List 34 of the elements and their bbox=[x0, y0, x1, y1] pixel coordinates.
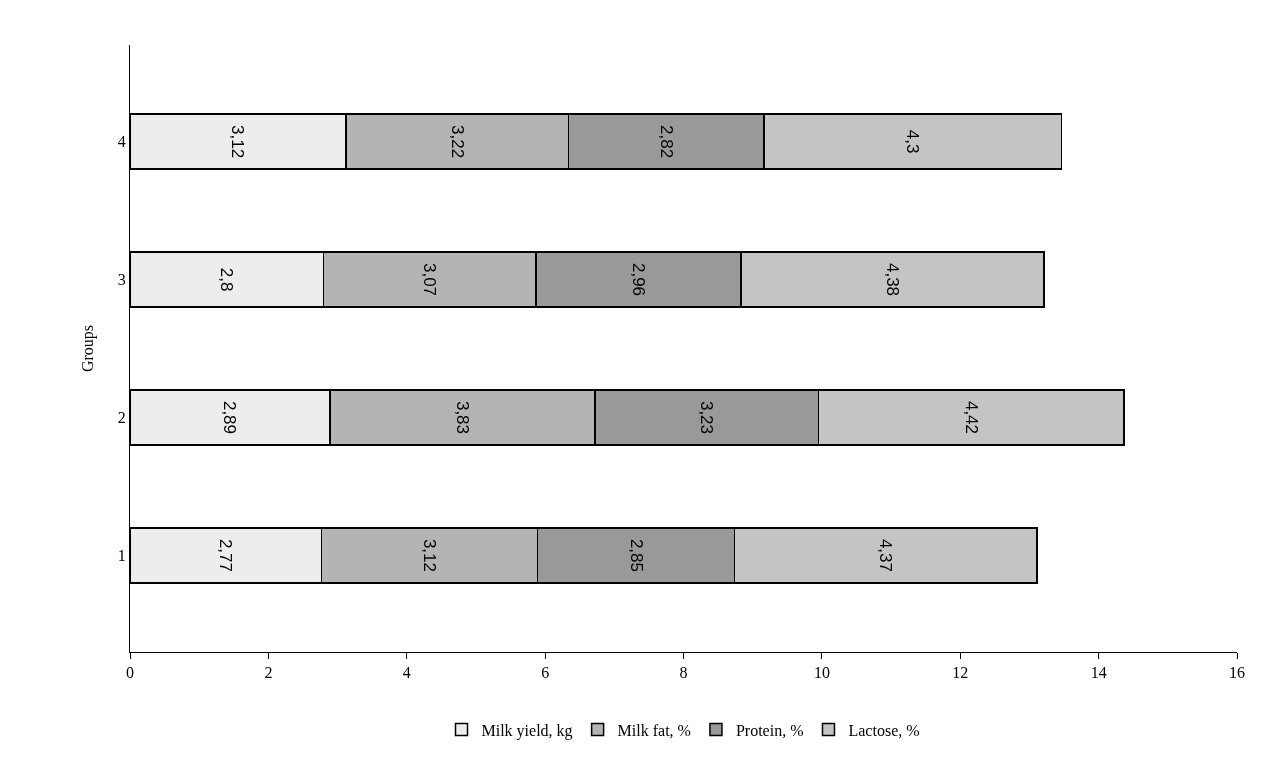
data-label: 3,12 bbox=[420, 538, 440, 572]
x-tick-label: 0 bbox=[126, 664, 134, 682]
data-label: 4,3 bbox=[903, 129, 923, 154]
x-tick-label: 10 bbox=[813, 664, 830, 682]
y-tick-label: 3 bbox=[117, 271, 126, 289]
y-axis-title: Groups bbox=[78, 324, 97, 373]
data-label: 3,07 bbox=[420, 262, 440, 297]
data-label: 4,42 bbox=[961, 400, 981, 435]
data-label: 2,85 bbox=[626, 538, 646, 572]
data-label: 2,77 bbox=[216, 538, 236, 572]
data-label: 3,22 bbox=[447, 125, 467, 159]
legend-label: Milk yield, kg bbox=[481, 721, 573, 740]
data-label: 2,8 bbox=[217, 267, 237, 292]
data-label: 2,96 bbox=[629, 262, 649, 297]
y-tick-label: 4 bbox=[117, 133, 126, 151]
x-tick-label: 16 bbox=[1229, 664, 1245, 682]
data-label: 4,37 bbox=[876, 538, 896, 572]
x-tick-label: 14 bbox=[1090, 664, 1107, 682]
x-tick-label: 6 bbox=[541, 664, 550, 682]
legend-label: Milk fat, % bbox=[617, 721, 691, 739]
y-tick-label: 1 bbox=[117, 547, 126, 565]
x-tick-label: 2 bbox=[264, 664, 273, 682]
data-label: 3,23 bbox=[697, 400, 717, 435]
legend-label: Lactose, % bbox=[848, 721, 920, 739]
data-label: 2,89 bbox=[220, 400, 240, 435]
y-tick-label: 2 bbox=[117, 409, 126, 427]
legend-label: Protein, % bbox=[735, 721, 804, 739]
data-label: 2,82 bbox=[656, 125, 676, 159]
x-tick-label: 8 bbox=[679, 664, 688, 682]
data-label: 3,83 bbox=[452, 400, 472, 435]
data-label: 3,12 bbox=[228, 125, 248, 159]
x-tick-label: 4 bbox=[402, 664, 411, 682]
data-label: 4,38 bbox=[882, 262, 902, 297]
x-tick-label: 12 bbox=[952, 664, 969, 682]
